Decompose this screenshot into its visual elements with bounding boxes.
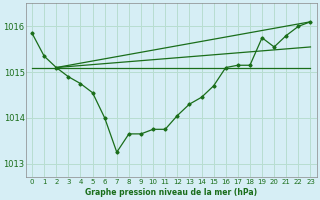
X-axis label: Graphe pression niveau de la mer (hPa): Graphe pression niveau de la mer (hPa) bbox=[85, 188, 257, 197]
